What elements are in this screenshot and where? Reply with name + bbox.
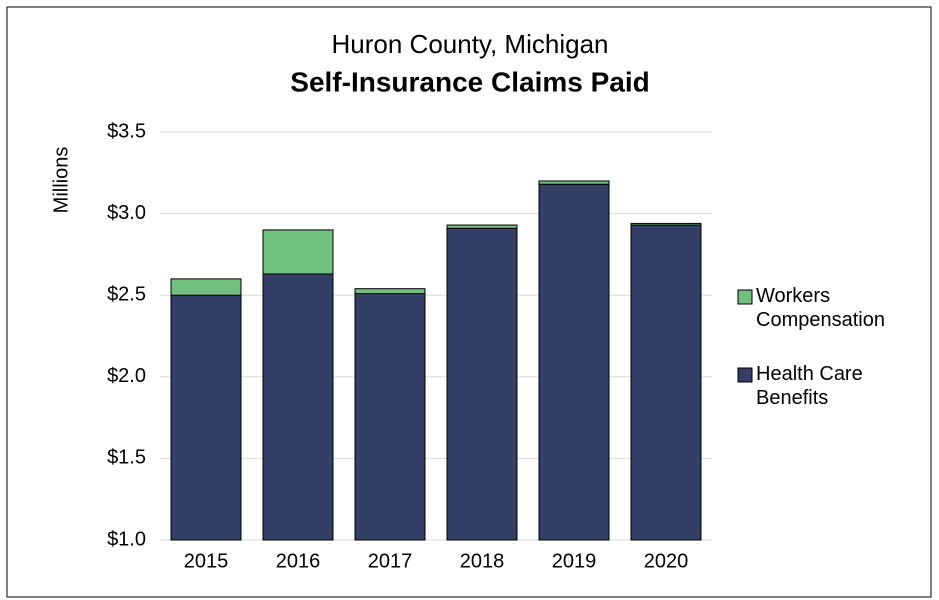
bar-segment xyxy=(446,227,518,541)
y-axis-label: Millions xyxy=(50,147,72,214)
bar-segment xyxy=(538,180,610,185)
legend-swatch xyxy=(737,289,753,305)
x-tick-label: 2019 xyxy=(552,550,597,572)
legend-label: Workers Compensation xyxy=(756,285,885,331)
y-tick-label: $1.5 xyxy=(107,447,146,469)
legend-swatch xyxy=(737,367,753,383)
bar-segment xyxy=(262,229,334,275)
bar-segment xyxy=(630,224,702,541)
legend-label: Health Care Benefits xyxy=(756,363,863,409)
bar-segment xyxy=(538,183,610,541)
x-tick-label: 2020 xyxy=(644,550,689,572)
bar-segment xyxy=(354,293,426,541)
bar-segment xyxy=(446,224,518,229)
chart-subtitle: Huron County, Michigan xyxy=(332,29,609,59)
bar-segment xyxy=(630,222,702,226)
x-tick-label: 2017 xyxy=(368,550,413,572)
bar-segment xyxy=(354,288,426,295)
bar-segment xyxy=(170,278,242,296)
x-tick-label: 2015 xyxy=(184,550,229,572)
bar-segment xyxy=(170,294,242,541)
bar-segment xyxy=(262,273,334,541)
y-tick-label: $2.0 xyxy=(107,365,146,387)
y-tick-label: $3.5 xyxy=(107,120,146,142)
y-tick-label: $3.0 xyxy=(107,202,146,224)
x-tick-label: 2018 xyxy=(460,550,505,572)
chart-title: Self-Insurance Claims Paid xyxy=(290,66,649,97)
y-tick-label: $1.0 xyxy=(107,528,146,550)
x-tick-label: 2016 xyxy=(276,550,321,572)
y-tick-label: $2.5 xyxy=(107,283,146,305)
